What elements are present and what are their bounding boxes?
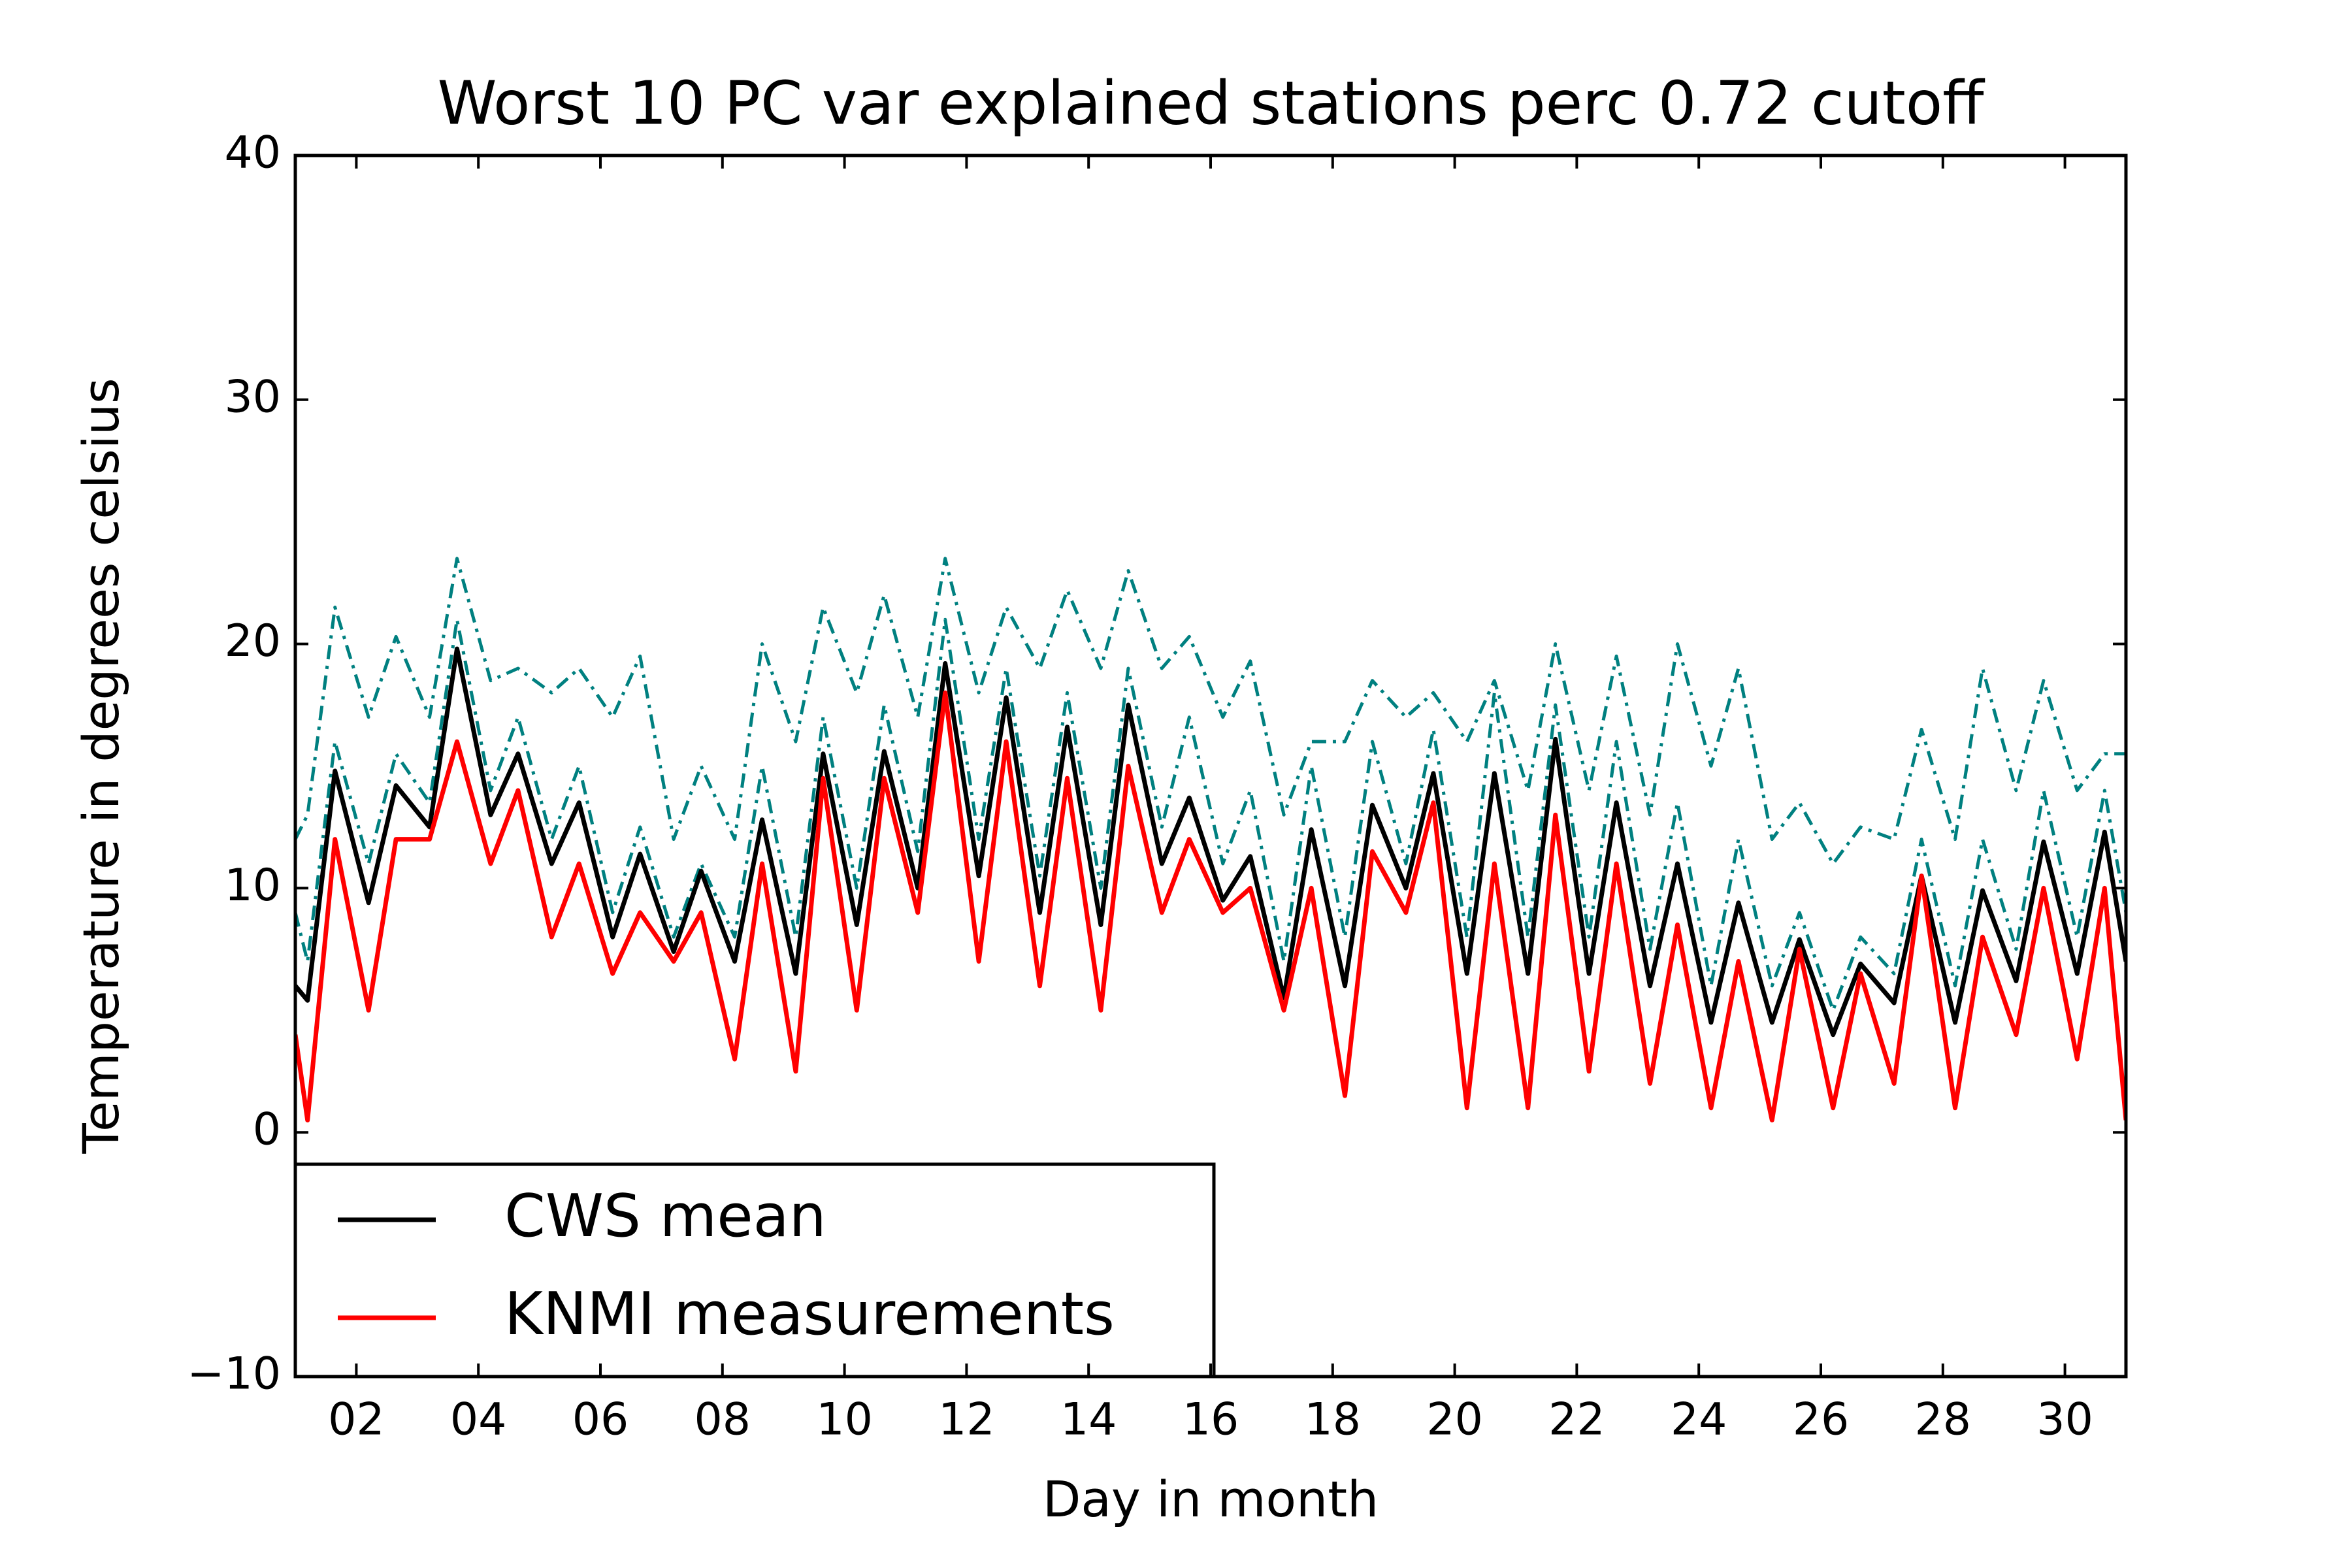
x-tick-label: 16 <box>1183 1394 1239 1446</box>
y-tick-label: 0 <box>253 1104 281 1156</box>
y-tick-label: 20 <box>224 615 281 667</box>
legend: CWS mean KNMI measurements <box>293 1162 1216 1379</box>
legend-label: KNMI measurements <box>504 1280 1115 1348</box>
y-tick-label: 10 <box>224 860 281 911</box>
chart-title: Worst 10 PC var explained stations perc … <box>437 68 1985 138</box>
legend-label: CWS mean <box>504 1182 826 1250</box>
x-tick-label: 06 <box>572 1394 629 1446</box>
x-tick-label: 02 <box>328 1394 385 1446</box>
x-tick-label: 22 <box>1548 1394 1605 1446</box>
x-tick-label: 28 <box>1915 1394 1972 1446</box>
y-tick-label: −10 <box>187 1348 281 1400</box>
x-tick-label: 08 <box>694 1394 751 1446</box>
x-tick-label: 26 <box>1793 1394 1850 1446</box>
x-tick-label: 14 <box>1060 1394 1117 1446</box>
y-axis-label: Temperature in degrees celsius <box>72 378 130 1154</box>
series-line <box>295 646 2126 1037</box>
x-tick-label: 30 <box>2036 1394 2093 1446</box>
x-axis-label: Day in month <box>1043 1470 1379 1528</box>
x-tick-label: 12 <box>938 1394 995 1446</box>
y-tick-label: 30 <box>224 371 281 423</box>
x-tick-label: 24 <box>1671 1394 1727 1446</box>
series-line <box>295 690 2126 1122</box>
x-tick-label: 18 <box>1305 1394 1362 1446</box>
series-line <box>295 617 2126 1012</box>
x-tick-label: 10 <box>816 1394 873 1446</box>
y-tick-label: 40 <box>224 127 281 179</box>
x-tick-label: 20 <box>1426 1394 1483 1446</box>
plot-area <box>295 557 2126 1122</box>
legend-box <box>293 1162 1216 1379</box>
series-line <box>295 557 2126 866</box>
x-tick-label: 04 <box>450 1394 507 1446</box>
